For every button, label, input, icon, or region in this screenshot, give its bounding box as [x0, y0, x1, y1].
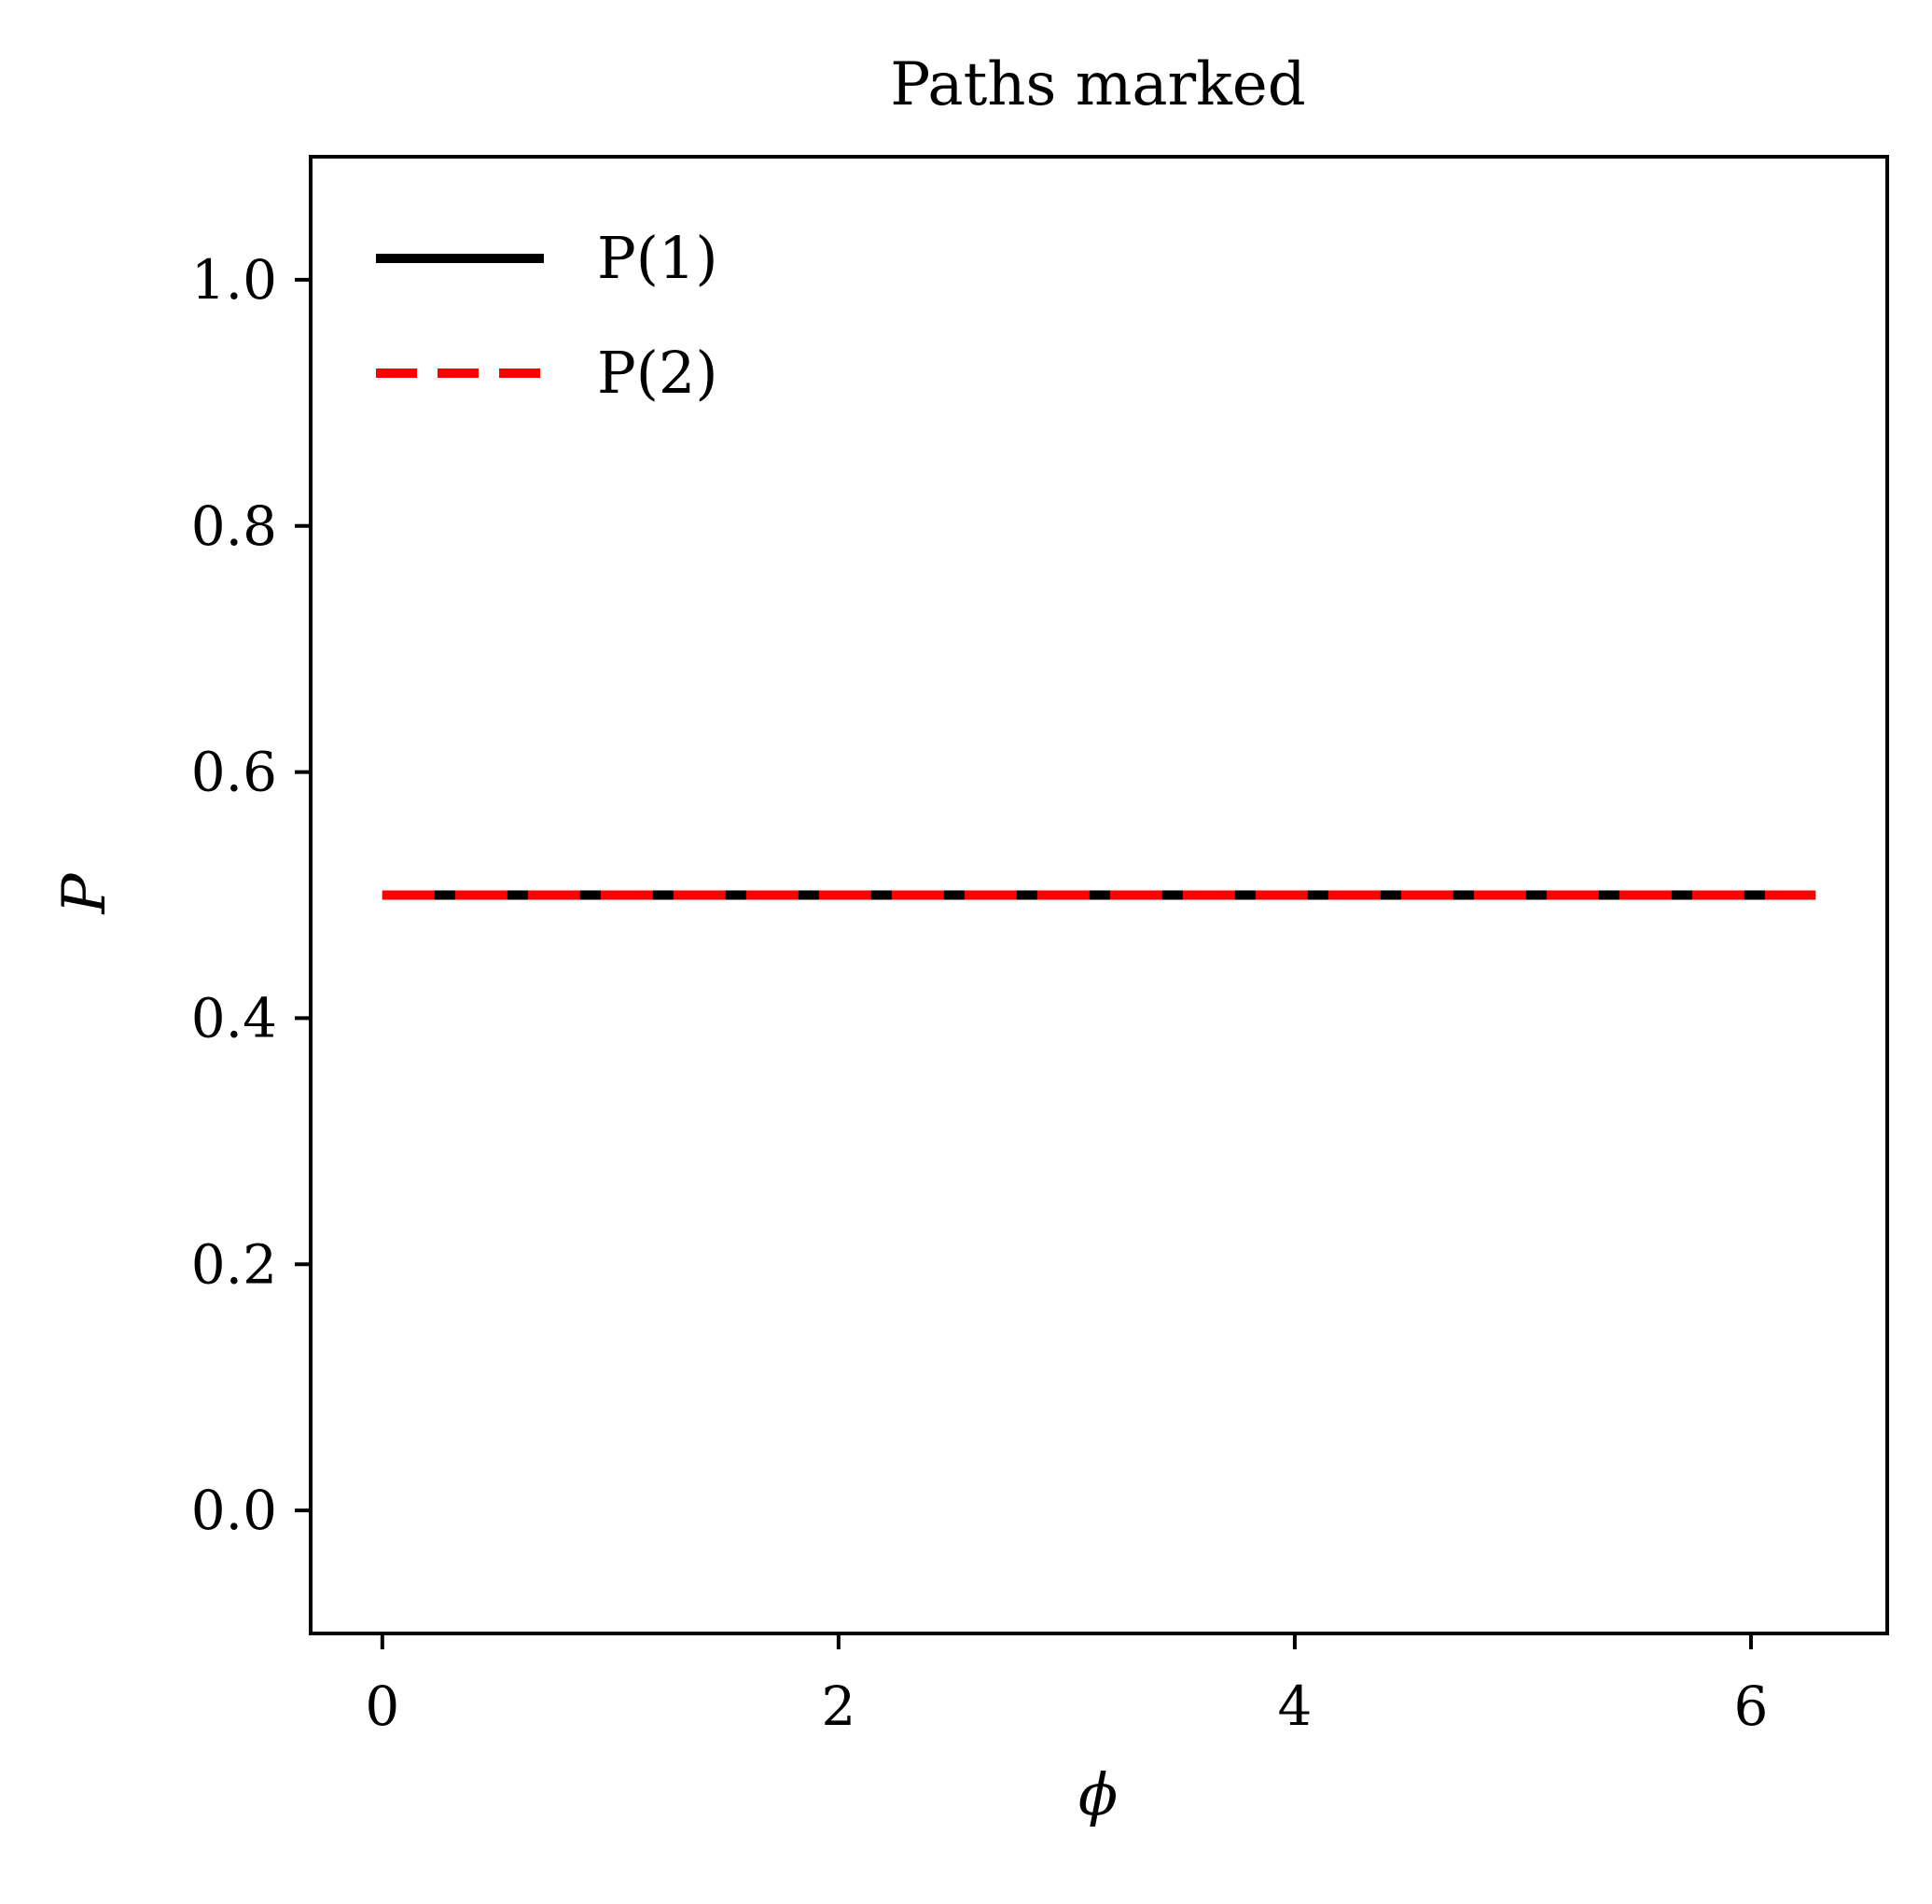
y-tick-label: 0.6	[191, 741, 277, 804]
y-tick-label: 0.0	[191, 1479, 277, 1542]
y-tick-label: 0.2	[191, 1232, 277, 1296]
x-axis: 0 2 4 6	[365, 1633, 1768, 1738]
legend-label-2: P(2)	[597, 339, 718, 407]
y-tick-label: 1.0	[191, 248, 277, 312]
y-tick-label: 0.8	[191, 494, 277, 558]
legend-label-1: P(1)	[597, 224, 718, 292]
x-tick-label: 4	[1277, 1675, 1312, 1738]
legend: P(1) P(2)	[376, 224, 718, 407]
chart-title: Paths marked	[890, 50, 1306, 119]
y-tick-label: 0.4	[191, 986, 277, 1049]
x-axis-label: ϕ	[1078, 1760, 1118, 1828]
y-axis: 0.0 0.2 0.4 0.6 0.8 1.0	[191, 248, 311, 1542]
plot-frame	[309, 155, 1889, 1635]
x-tick-label: 0	[365, 1675, 399, 1738]
y-axis-label: P	[50, 873, 119, 915]
x-tick-label: 2	[821, 1675, 855, 1738]
x-tick-label: 6	[1733, 1675, 1768, 1738]
